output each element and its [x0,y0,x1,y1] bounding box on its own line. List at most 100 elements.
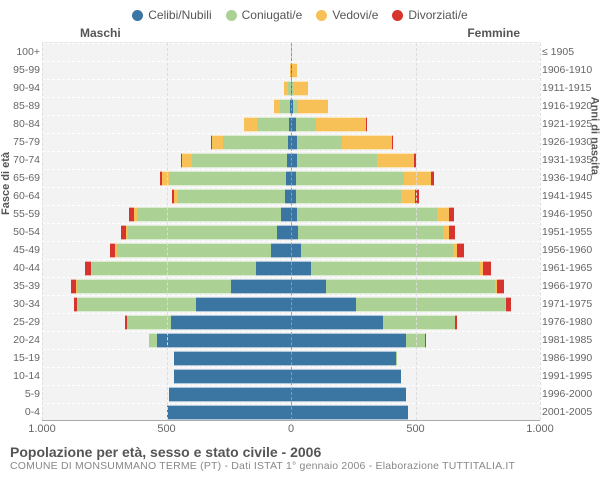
center-line [291,43,292,420]
bar-segment [392,135,393,150]
year-label: 1981-1985 [542,331,600,349]
age-label: 70-74 [0,151,40,169]
bar-segment [182,153,192,168]
gridline [540,43,541,420]
legend-item: Coniugati/e [226,8,303,22]
year-label: 1931-1935 [542,151,600,169]
bar-segment [77,279,231,294]
bar-segment [342,135,392,150]
bar-segment [291,297,356,312]
caption: Popolazione per età, sesso e stato civil… [0,438,600,472]
bar-segment [169,387,291,402]
bar-segment [171,315,291,330]
bar-segment [291,387,406,402]
population-pyramid-chart: Celibi/Nubili Coniugati/e Vedovi/e Divorzia… [0,0,600,500]
bar-segment [292,63,297,78]
age-label: 55-59 [0,205,40,223]
bar-segment [291,351,396,366]
legend-swatch [132,10,143,21]
bar-segment [449,207,454,222]
bar-segment [449,225,455,240]
bar-segment [497,279,504,294]
x-tick: 0 [288,423,294,435]
age-label: 45-49 [0,241,40,259]
legend-item: Divorziati/e [392,8,467,22]
bar-segment [196,297,291,312]
bar-segment [311,261,480,276]
year-label: 1936-1940 [542,169,600,187]
bar-segment [377,153,414,168]
bar-segment [167,405,292,420]
bar-segment [457,243,464,258]
males-header: Maschi [80,26,121,40]
gridline [42,43,43,420]
age-label: 15-19 [0,349,40,367]
age-label: 80-84 [0,115,40,133]
bar-segment [137,207,281,222]
legend-label: Vedovi/e [332,8,378,22]
year-axis-labels: ≤ 19051906-19101911-19151916-19201921-19… [542,43,600,420]
age-label: 0-4 [0,403,40,421]
bar-segment [293,81,308,96]
bar-segment [244,117,256,132]
bar-segment [92,261,256,276]
age-label: 40-44 [0,259,40,277]
bar-segment [174,369,291,384]
bar-segment [281,207,291,222]
bar-segment [271,243,291,258]
bar-segment [169,171,286,186]
age-axis-labels: 100+95-9990-9485-8980-8475-7970-7465-696… [0,43,40,420]
year-label: 1921-1925 [542,115,600,133]
year-label: 1996-2000 [542,385,600,403]
bar-segment [316,117,366,132]
legend-swatch [316,10,327,21]
year-label: 1966-1970 [542,277,600,295]
bar-segment [291,279,326,294]
year-label: 1906-1910 [542,61,600,79]
gridline [167,43,168,420]
legend: Celibi/Nubili Coniugati/e Vedovi/e Divorzia… [0,0,600,22]
year-label: 1941-1945 [542,187,600,205]
legend-label: Coniugati/e [242,8,303,22]
bar-segment [298,225,442,240]
bar-segment [174,351,291,366]
legend-label: Divorziati/e [408,8,467,22]
females-header: Femmine [467,26,520,40]
bar-segment [149,333,156,348]
year-label: 1951-1955 [542,223,600,241]
legend-swatch [392,10,403,21]
bar-segment [291,261,311,276]
bar-segment [297,153,377,168]
age-label: 95-99 [0,61,40,79]
age-label: 85-89 [0,97,40,115]
year-label: 1971-1975 [542,295,600,313]
x-tick: 500 [157,423,175,435]
bar-segment [296,171,403,186]
bar-segment [128,225,277,240]
bar-segment [437,207,449,222]
bar-segment [483,261,490,276]
legend-label: Celibi/Nubili [148,8,211,22]
bar-segment [77,297,197,312]
bar-segment [192,153,287,168]
year-label: 1946-1950 [542,205,600,223]
bar-segment [431,171,434,186]
bar-segment [291,405,408,420]
age-label: 35-39 [0,277,40,295]
chart-subtitle: COMUNE DI MONSUMMANO TERME (PT) - Dati I… [10,460,590,472]
age-label: 60-64 [0,187,40,205]
bar-segment [455,315,457,330]
bar-segment [257,117,289,132]
year-label: 1916-1920 [542,97,600,115]
year-label: 1956-1960 [542,241,600,259]
bar-segment [291,315,383,330]
legend-swatch [226,10,237,21]
bar-segment [212,135,223,150]
bar-segment [280,99,290,114]
age-label: 75-79 [0,133,40,151]
age-label: 50-54 [0,223,40,241]
chart-title: Popolazione per età, sesso e stato civil… [10,444,590,460]
bar-segment [383,315,455,330]
bar-segment [291,243,301,258]
x-tick: 1.000 [28,423,56,435]
